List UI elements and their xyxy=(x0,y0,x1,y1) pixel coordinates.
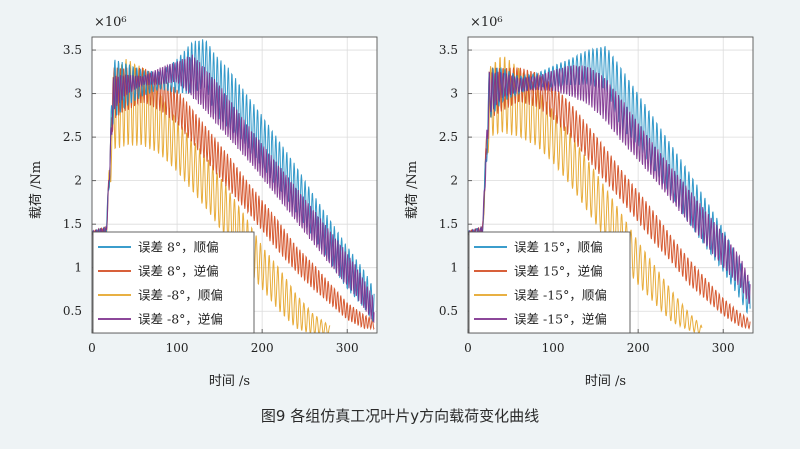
x-tick-label: 200 xyxy=(251,341,274,355)
y-axis-label: 载荷 /Nm xyxy=(29,161,44,219)
y-tick-label: 3.5 xyxy=(63,43,82,57)
x-tick-label: 300 xyxy=(336,341,359,355)
legend-box xyxy=(468,231,631,334)
x-tick-label: 0 xyxy=(88,341,96,355)
y-tick-label: 0.5 xyxy=(63,304,82,318)
y-tick-label: 1 xyxy=(74,261,82,275)
y-tick-label: 1.5 xyxy=(63,217,82,231)
series-line-1 xyxy=(92,39,375,322)
y-axis-label: 载荷 /Nm xyxy=(405,161,420,219)
y-tick-label: 3.5 xyxy=(439,43,458,57)
x-tick-label: 200 xyxy=(627,341,650,355)
legend-label-2: 误差 8°，逆偏 xyxy=(138,264,219,279)
series-group xyxy=(468,46,751,333)
x-axis-label: 时间 /s xyxy=(209,374,250,389)
series-line-3 xyxy=(92,58,331,333)
y-tick-label: 2.5 xyxy=(439,130,458,144)
x-tick-label: 300 xyxy=(712,341,735,355)
series-line-2 xyxy=(92,67,375,331)
y-tick-label: 0.5 xyxy=(439,304,458,318)
series-line-3 xyxy=(468,56,703,333)
y-tick-label: 2 xyxy=(74,174,82,188)
legend-label-1: 误差 8°，顺偏 xyxy=(138,240,219,255)
legend-label-4: 误差 -8°，逆偏 xyxy=(138,312,223,327)
series-line-4 xyxy=(468,65,751,304)
series-group xyxy=(92,39,375,333)
x-axis-label: 时间 /s xyxy=(585,374,626,389)
legend-label-1: 误差 15°，顺偏 xyxy=(514,240,603,255)
chart-panel-2: 0 100 200 300 0.5 1 1.5 2 2.5 3 3.5 ×10⁶ 时间 /s 载荷 /Nm… xyxy=(405,15,754,389)
legend-box xyxy=(92,231,255,334)
chart-panel-1: 0 100 200 300 0.5 1 1.5 2 2.5 3 3.5 ×10⁶ 时间 /s 载荷 /Nm… xyxy=(29,15,378,389)
series-line-1 xyxy=(468,46,751,315)
x-tick-label: 100 xyxy=(542,341,565,355)
legend-label-3: 误差 -8°，顺偏 xyxy=(138,288,223,303)
legend-label-2: 误差 15°，逆偏 xyxy=(514,264,603,279)
y-multiplier-label: ×10⁶ xyxy=(94,15,127,30)
y-tick-label: 2.5 xyxy=(63,130,82,144)
y-tick-label: 1.5 xyxy=(439,217,458,231)
y-multiplier-label: ×10⁶ xyxy=(470,15,503,30)
series-line-4 xyxy=(92,54,375,324)
series-line-2 xyxy=(468,67,751,330)
legend-label-4: 误差 -15°，逆偏 xyxy=(514,312,607,327)
x-tick-label: 100 xyxy=(166,341,189,355)
figure-caption: 图9 各组仿真工况叶片y方向载荷变化曲线 xyxy=(260,407,540,425)
x-tick-label: 0 xyxy=(464,341,472,355)
y-tick-label: 3 xyxy=(450,87,458,101)
y-tick-label: 1 xyxy=(450,261,458,275)
legend-label-3: 误差 -15°，顺偏 xyxy=(514,288,607,303)
y-tick-label: 3 xyxy=(74,87,82,101)
y-tick-label: 2 xyxy=(450,174,458,188)
